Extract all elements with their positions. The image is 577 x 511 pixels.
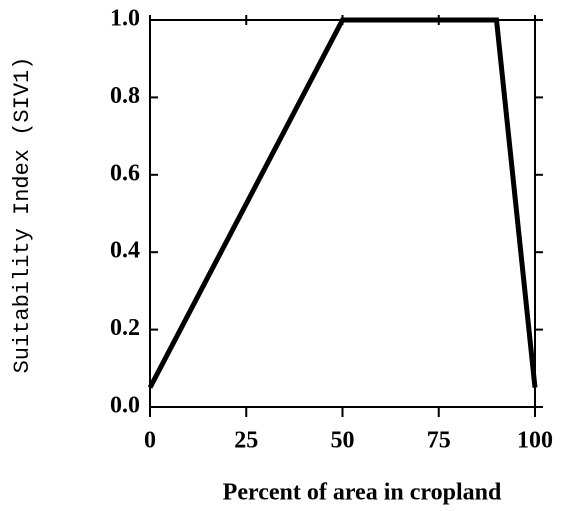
x-tick-label: 25 <box>234 428 258 454</box>
y-tick-label: 0.6 <box>110 160 140 186</box>
x-tick-label: 0 <box>144 428 156 454</box>
x-axis-label: Percent of area in cropland <box>223 480 502 506</box>
y-tick-label: 0.0 <box>110 393 140 419</box>
x-tick-label: 75 <box>427 428 451 454</box>
y-axis-label: Suitability Index (SIV1) <box>10 57 35 374</box>
y-tick-label: 1.0 <box>110 6 140 32</box>
data-line <box>147 17 538 389</box>
y-tick-label: 0.8 <box>110 83 140 109</box>
plot-frame <box>149 19 536 408</box>
y-tick-label: 0.2 <box>110 315 140 341</box>
x-tick-label: 100 <box>517 428 553 454</box>
y-tick-label: 0.4 <box>110 238 140 264</box>
x-tick-label: 50 <box>331 428 355 454</box>
